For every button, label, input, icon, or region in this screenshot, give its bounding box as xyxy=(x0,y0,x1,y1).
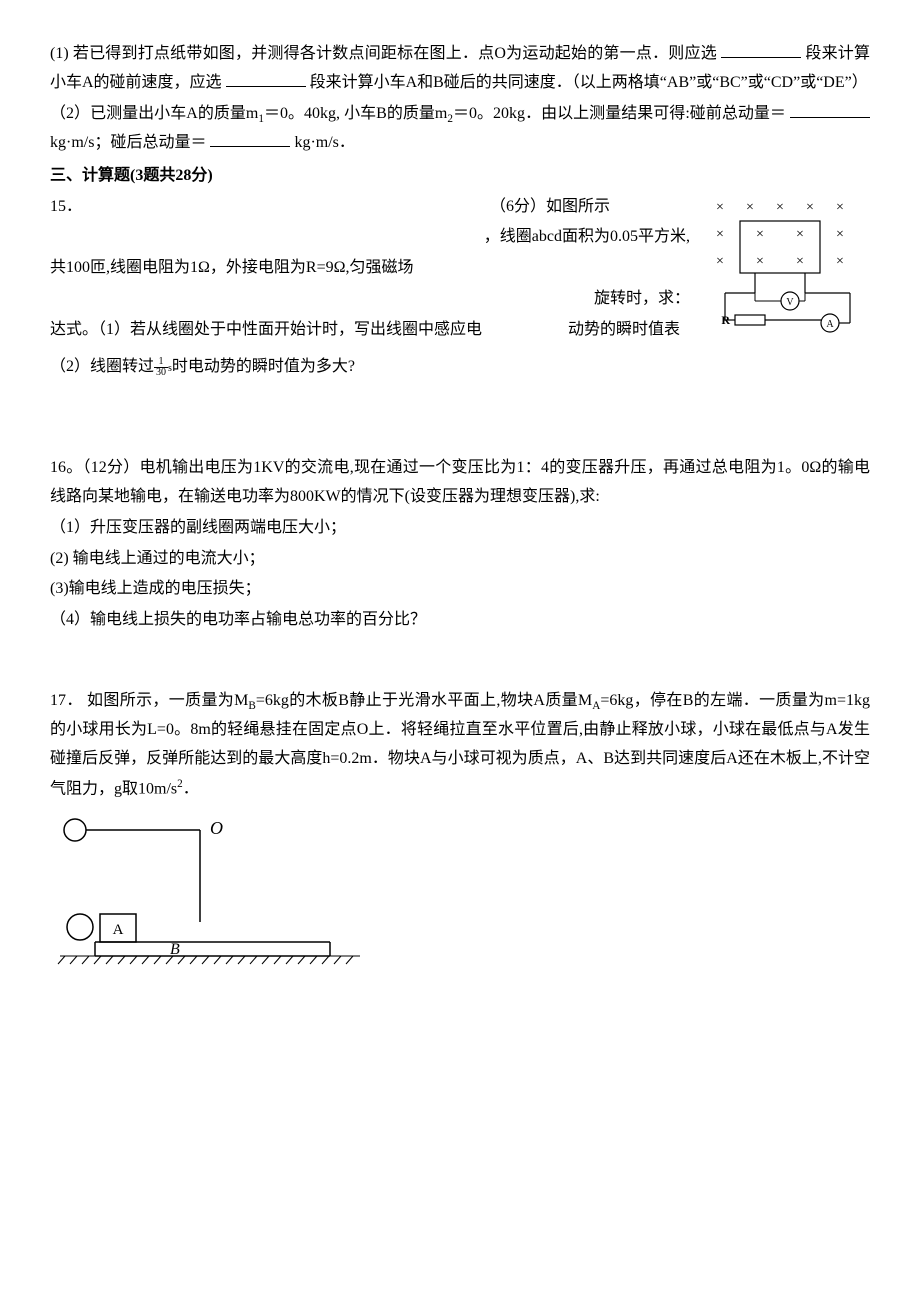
q14-unit1: kg·m/s；碰后总动量＝ xyxy=(50,134,206,151)
q15-p2-suffix: 时电动势的瞬时值为多大? xyxy=(172,358,355,375)
svg-text:×: × xyxy=(806,200,814,215)
q14-p1-prefix: (1) 若已得到打点纸带如图，并测得各计数点间距标在图上．点O为运动起始的第一点… xyxy=(50,45,717,62)
question-16: 16。（12分）电机输出电压为1KV的交流电,现在通过一个变压比为1：4的变压器… xyxy=(50,454,870,635)
svg-text:B: B xyxy=(170,941,180,958)
question-14-part2: （2）已测量出小车A的质量m1＝0。40kg, 小车B的质量m2＝0。20kg．… xyxy=(50,100,870,158)
q16-p3: (3)输电线上造成的电压损失； xyxy=(50,575,870,604)
q14-p1-suffix: 段来计算小车A和B碰后的共同速度．（以上两格填“AB”或“BC”或“CD”或“D… xyxy=(310,74,868,91)
svg-text:×: × xyxy=(796,227,804,242)
svg-text:×: × xyxy=(776,200,784,215)
q15-emf-suffix: 动势的瞬时值表 xyxy=(568,316,690,345)
question-14-part1: (1) 若已得到打点纸带如图，并测得各计数点间距标在图上．点O为运动起始的第一点… xyxy=(50,40,870,98)
svg-text:A: A xyxy=(113,922,124,938)
q15-number: 15． xyxy=(50,198,82,215)
q14-unit2: kg·m/s． xyxy=(294,134,354,151)
svg-text:O: O xyxy=(210,818,223,838)
section-3-header: 三、计算题(3题共28分) xyxy=(50,162,870,191)
blank-4 xyxy=(210,131,290,147)
blank-2 xyxy=(226,71,306,87)
q17-prefix: 17． 如图所示，一质量为M xyxy=(50,692,248,709)
svg-text:×: × xyxy=(746,200,754,215)
q15-l2: 共100匝,线圈电阻为1Ω，外接电阻为R=9Ω,匀强磁场 xyxy=(50,259,413,276)
q14-m2-val: ＝0。20kg．由以上测量结果可得:碰前总动量＝ xyxy=(453,105,786,122)
svg-text:×: × xyxy=(836,227,844,242)
q16-intro: 16。（12分）电机输出电压为1KV的交流电,现在通过一个变压比为1：4的变压器… xyxy=(50,454,870,512)
svg-text:×: × xyxy=(756,227,764,242)
sub-mb: B xyxy=(248,700,255,712)
q17-mb-val: =6kg的木板B静止于光滑水平面上,物块A质量M xyxy=(256,692,592,709)
svg-text:×: × xyxy=(716,254,724,269)
q15-score: （6分）如图所示 xyxy=(490,198,610,215)
svg-text:×: × xyxy=(836,254,844,269)
q16-p1: （1）升压变压器的副线圈两端电压大小； xyxy=(50,514,870,543)
question-17: 17． 如图所示，一质量为MB=6kg的木板B静止于光滑水平面上,物块A质量MA… xyxy=(50,687,870,993)
svg-text:×: × xyxy=(836,200,844,215)
question-15: ××××× ×× ×× ×× ×× V A R xyxy=(50,193,870,385)
blank-3 xyxy=(790,102,870,118)
svg-text:V: V xyxy=(786,297,794,308)
svg-text:×: × xyxy=(756,254,764,269)
q14-p2-prefix: （2）已测量出小车A的质量m xyxy=(50,105,258,122)
q17-end: ． xyxy=(183,780,199,797)
q16-p4: （4）输电线上损失的电功率占输电总功率的百分比？ xyxy=(50,606,870,635)
q15-overlapped: 达式。（1）若从线圈处于中性面开始计时，写出线圈中感应电 xyxy=(50,321,482,338)
q15-p2-prefix: （2）线圈转过 xyxy=(50,358,154,375)
svg-text:×: × xyxy=(796,254,804,269)
q14-m1-val: ＝0。40kg, 小车B的质量m xyxy=(264,105,447,122)
q16-p2: (2) 输电线上通过的电流大小； xyxy=(50,545,870,574)
blank-1 xyxy=(721,42,801,58)
q15-l1-suffix: ，线圈abcd面积为0.05平方米, xyxy=(484,228,690,245)
q15-rotate: 旋转时，求： xyxy=(594,290,690,307)
fraction-1-30: 130 xyxy=(154,357,168,378)
svg-text:×: × xyxy=(716,200,724,215)
svg-text:×: × xyxy=(716,227,724,242)
q17-figure: O A B xyxy=(50,812,870,993)
